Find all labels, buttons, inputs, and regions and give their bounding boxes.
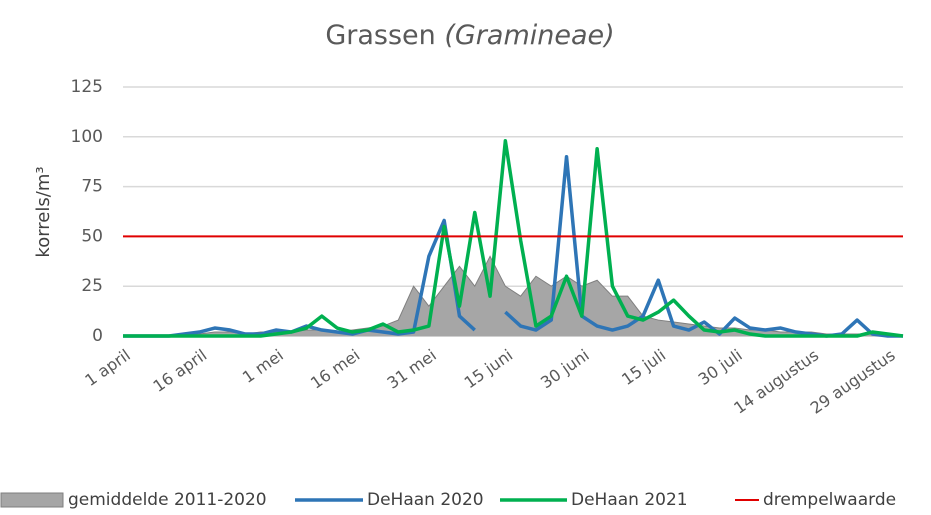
legend-swatch xyxy=(0,492,64,508)
y-tick-label: 75 xyxy=(81,177,103,197)
legend-label: drempelwaarde xyxy=(763,490,896,510)
series-line xyxy=(123,139,904,338)
y-tick-label: 25 xyxy=(81,276,103,296)
y-tick-label: 50 xyxy=(81,226,103,246)
x-tick-label: 15 juni xyxy=(461,345,517,392)
y-axis-label: korrels/m³ xyxy=(33,166,54,257)
x-tick-label: 16 mei xyxy=(307,345,363,392)
x-tick-label: 29 augustus xyxy=(807,345,899,417)
legend-label: DeHaan 2020 xyxy=(367,490,484,510)
title-main: Grassen xyxy=(325,20,435,51)
y-tick-label: 0 xyxy=(92,326,103,346)
x-tick-label: 30 juli xyxy=(695,345,746,389)
x-tick-label: 31 mei xyxy=(384,345,440,392)
chart-title: Grassen (Gramineae) xyxy=(325,20,614,51)
legend-label: gemiddelde 2011-2020 xyxy=(68,490,267,510)
x-tick-label: 1 april xyxy=(81,345,133,390)
x-tick-label: 15 juli xyxy=(618,345,669,389)
x-tick-label: 14 augustus xyxy=(730,345,822,417)
legend-label: DeHaan 2021 xyxy=(571,490,688,510)
x-tick-label: 1 mei xyxy=(239,345,287,386)
y-tick-label: 125 xyxy=(71,77,103,97)
area-fill xyxy=(123,256,903,336)
x-tick-label: 30 juni xyxy=(537,345,593,392)
title-taxon: (Gramineae) xyxy=(444,20,614,51)
y-tick-label: 100 xyxy=(71,127,103,147)
x-tick-label: 16 april xyxy=(150,345,211,395)
